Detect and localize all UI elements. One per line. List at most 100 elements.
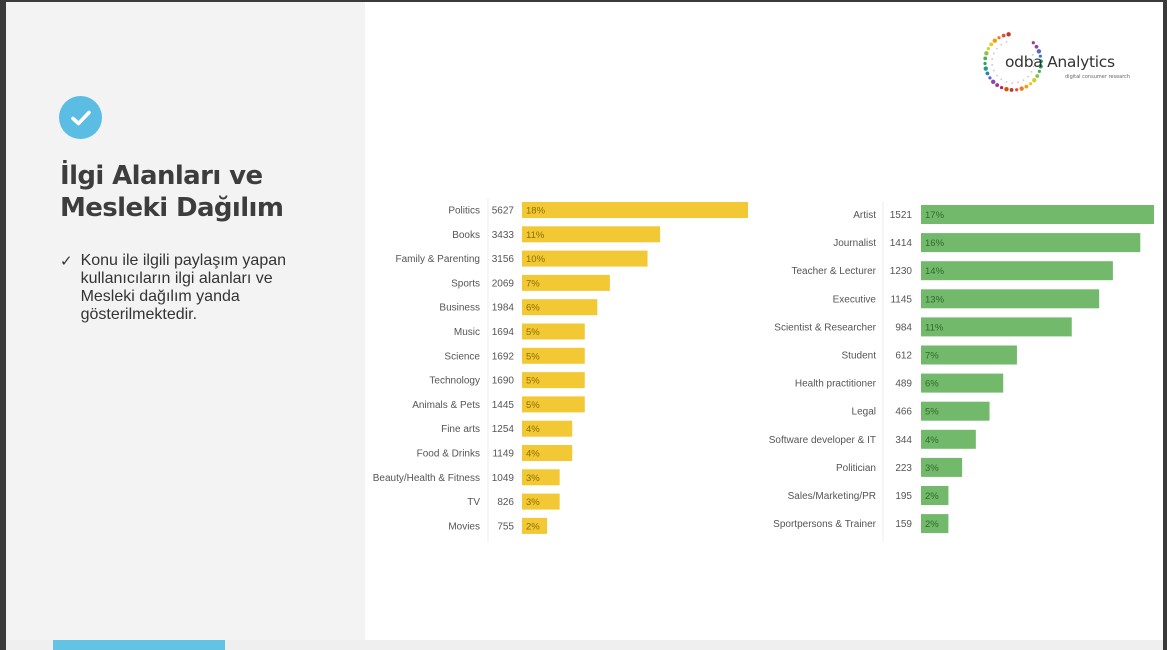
logo-dot <box>1000 78 1003 81</box>
logo-wordmark: odba Analytics <box>1005 53 1115 71</box>
logo-dot <box>995 83 1000 87</box>
logo-dot <box>1001 33 1006 38</box>
interests-percent-label: 10% <box>526 254 546 265</box>
professions-percent-label: 4% <box>925 435 939 446</box>
interests-percent-label: 4% <box>526 449 540 460</box>
interests-value-label: 1149 <box>492 449 514 460</box>
logo-dot <box>1031 41 1035 45</box>
interests-value-label: 755 <box>497 521 514 532</box>
interests-value-label: 1984 <box>492 303 515 314</box>
logo-dot <box>991 64 994 66</box>
logo-dot <box>1029 82 1033 86</box>
interests-category-label: Movies <box>448 521 480 532</box>
interests-value-label: 1694 <box>492 327 515 338</box>
professions-percent-label: 16% <box>925 238 945 249</box>
professions-percent-label: 6% <box>925 379 939 390</box>
interests-value-label: 1690 <box>492 376 515 387</box>
logo-dot <box>1004 87 1009 92</box>
professions-category-label: Student <box>842 351 877 362</box>
interests-bar <box>522 372 585 389</box>
professions-category-label: Scientist & Researcher <box>774 322 876 333</box>
professions-category-label: Teacher & Lecturer <box>792 266 877 277</box>
interests-category-label: Family & Parenting <box>396 254 480 265</box>
interests-category-label: Fine arts <box>441 424 480 435</box>
interests-value-label: 1445 <box>492 400 515 411</box>
logo-dot <box>1006 32 1011 37</box>
logo-dot <box>988 76 992 80</box>
professions-percent-label: 17% <box>925 210 945 221</box>
professions-value-label: 612 <box>895 351 912 362</box>
logo-dot <box>985 71 990 76</box>
logo-dot <box>984 51 989 56</box>
interests-bar <box>522 347 585 364</box>
logo-dot <box>986 47 990 51</box>
interests-percent-label: 4% <box>526 424 540 435</box>
logo-dot <box>1032 65 1035 68</box>
professions-percent-label: 7% <box>925 351 939 362</box>
checkmark-bullet-icon: ✓ <box>60 252 73 270</box>
interests-value-label: 1049 <box>492 473 515 484</box>
interests-bar <box>522 323 585 340</box>
professions-bar <box>921 514 949 534</box>
interests-category-label: Politics <box>448 206 480 217</box>
professions-value-label: 344 <box>895 435 912 446</box>
interests-bar <box>522 517 548 534</box>
logo-dot <box>1024 84 1029 89</box>
interests-percent-label: 5% <box>526 376 540 387</box>
interests-bar <box>522 274 610 291</box>
interests-percent-label: 18% <box>526 206 546 217</box>
professions-category-label: Health practitioner <box>795 379 877 390</box>
interests-percent-label: 5% <box>526 351 540 362</box>
logo-dot <box>1034 44 1039 49</box>
logo-tagline: digital consumer research <box>1065 74 1131 80</box>
logo-dot <box>1033 59 1035 62</box>
professions-percent-label: 2% <box>925 519 939 530</box>
logo-dot <box>1011 82 1014 84</box>
logo-dot <box>991 79 996 84</box>
interests-percent-label: 7% <box>526 278 540 289</box>
slide: İlgi Alanları ve Mesleki Dağılım ✓ Konu … <box>6 2 1163 650</box>
odba-analytics-logo: odba Analytics digital consumer research <box>981 28 1161 98</box>
interests-percent-label: 3% <box>526 497 540 508</box>
interests-bar <box>522 469 560 486</box>
professions-value-label: 984 <box>895 322 912 333</box>
professions-bar <box>921 486 949 505</box>
professions-bar <box>921 317 1072 337</box>
logo-dot <box>1009 88 1014 92</box>
logo-dot <box>1031 53 1034 56</box>
interests-percent-label: 2% <box>526 521 540 532</box>
logo-dot <box>1019 86 1024 91</box>
logo-dot <box>991 58 994 60</box>
logo-dot <box>1000 85 1004 90</box>
interests-percent-label: 11% <box>526 230 545 241</box>
professions-category-label: Sportpersons & Trainer <box>773 519 876 530</box>
interests-bar <box>522 299 598 316</box>
logo-dot <box>1038 54 1042 58</box>
interests-value-label: 1692 <box>492 351 515 362</box>
logo-dot <box>1005 81 1008 83</box>
professions-value-label: 195 <box>895 491 912 502</box>
logo-dot <box>1036 49 1042 54</box>
professions-bar <box>921 429 976 449</box>
professions-category-label: Legal <box>852 407 876 418</box>
professions-category-label: Software developer & IT <box>769 435 876 446</box>
interests-bar <box>522 396 585 413</box>
professions-category-label: Politician <box>836 463 876 474</box>
professions-category-label: Journalist <box>833 238 876 249</box>
professions-bar <box>921 373 1004 393</box>
interests-category-label: TV <box>467 497 480 508</box>
interests-value-label: 826 <box>497 497 514 508</box>
interests-bar <box>522 445 573 461</box>
logo-dot <box>1000 43 1003 46</box>
professions-value-label: 223 <box>895 463 912 474</box>
interests-value-label: 3433 <box>492 230 515 241</box>
professions-percent-label: 2% <box>925 491 939 502</box>
logo-dot <box>989 42 994 47</box>
interests-bar <box>522 420 573 437</box>
interests-value-label: 2069 <box>492 278 515 289</box>
professions-percent-label: 5% <box>925 407 939 418</box>
logo-dot <box>996 74 998 77</box>
interests-bar <box>522 202 748 218</box>
footer-strip <box>6 640 1163 650</box>
interests-category-label: Food & Drinks <box>417 449 480 460</box>
